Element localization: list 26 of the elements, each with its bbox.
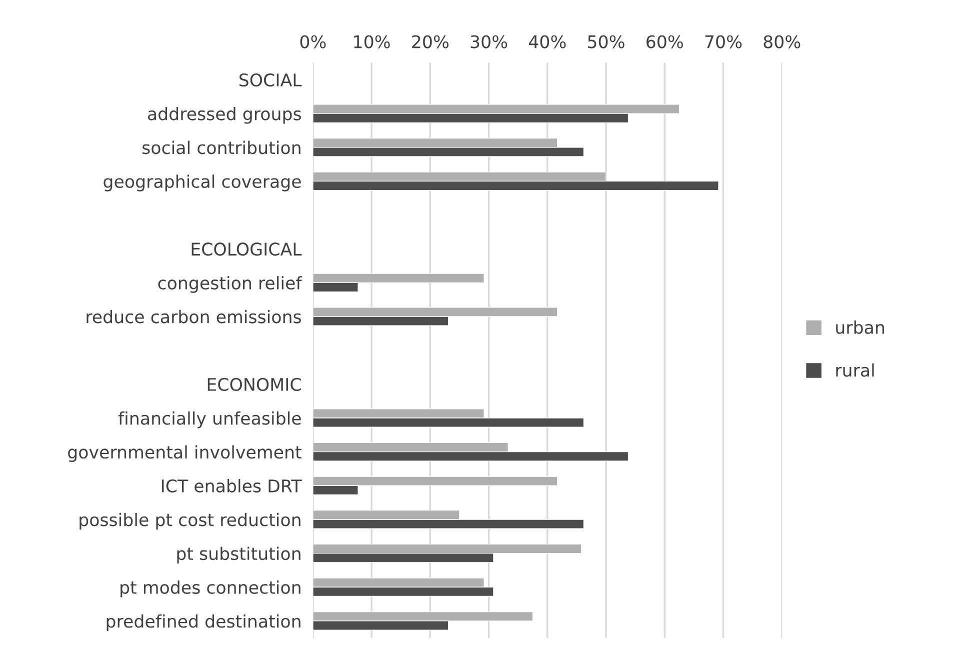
- x-tick-label: 80%: [764, 35, 800, 48]
- y-tick-label: ECONOMIC: [208, 378, 301, 391]
- y-tick-label: governmental involvement: [68, 445, 302, 462]
- y-tick-label: addressed groups: [148, 106, 301, 124]
- y-tick-label: pt substitution: [177, 546, 300, 564]
- x-tick-label: 70%: [705, 35, 742, 48]
- y-tick-label: social contribution: [142, 140, 300, 154]
- x-tick-label: 60%: [646, 35, 683, 48]
- y-tick-label: possible pt cost reduction: [80, 512, 300, 530]
- legend-label: urban: [836, 320, 884, 334]
- y-tick-label: congestion relief: [158, 276, 302, 293]
- x-tick-label: 40%: [528, 35, 566, 48]
- x-tick-label: 20%: [412, 35, 449, 48]
- x-tick-label: 50%: [588, 35, 624, 48]
- y-tick-label: financially unfeasible: [118, 411, 301, 428]
- x-tick-label: 10%: [354, 35, 390, 48]
- y-tick-label: ECOLOGICAL: [192, 242, 302, 256]
- y-tick-label: geographical coverage: [104, 174, 301, 192]
- x-tick-label: 0%: [300, 35, 326, 48]
- y-tick-label: SOCIAL: [239, 73, 302, 87]
- y-tick-label: predefined destination: [106, 614, 300, 632]
- legend-label: rural: [836, 363, 874, 377]
- y-tick-label: ICT enables DRT: [162, 479, 302, 492]
- x-tick-label: 30%: [470, 35, 508, 48]
- y-tick-label: pt modes connection: [120, 580, 300, 598]
- y-tick-label: reduce carbon emissions: [86, 310, 301, 324]
